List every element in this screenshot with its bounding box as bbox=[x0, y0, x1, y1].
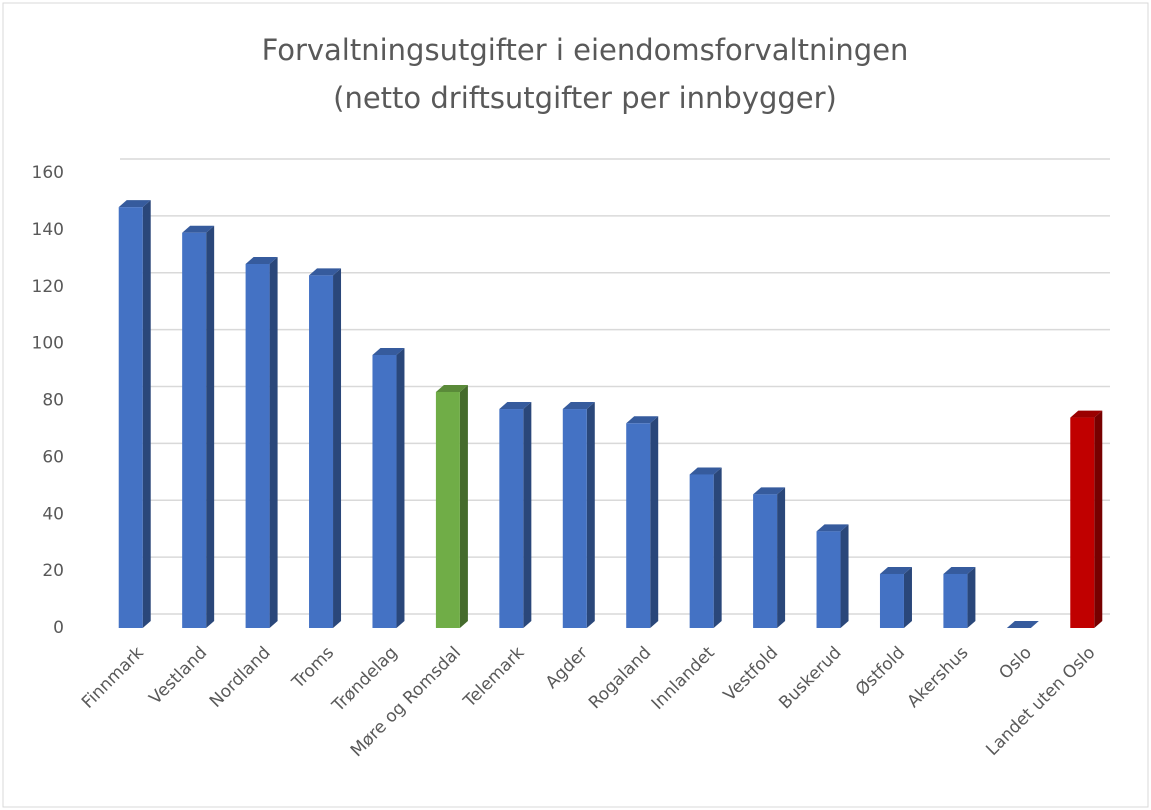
bar-side bbox=[1094, 410, 1103, 628]
bar bbox=[309, 275, 334, 628]
bar bbox=[435, 391, 460, 628]
bar-top bbox=[816, 524, 849, 532]
bar-top bbox=[879, 566, 912, 574]
bar bbox=[118, 207, 143, 628]
bar-top bbox=[689, 467, 722, 475]
bar bbox=[626, 423, 651, 628]
bar-top bbox=[1070, 410, 1103, 418]
bar-top bbox=[182, 225, 215, 233]
bar-top bbox=[1006, 621, 1039, 628]
y-tick-label: 0 bbox=[53, 618, 64, 638]
bar-top bbox=[562, 402, 595, 410]
bar-side bbox=[206, 225, 215, 628]
bar-side bbox=[840, 524, 849, 628]
bar-side bbox=[523, 402, 532, 628]
bar bbox=[245, 264, 270, 628]
bar bbox=[562, 409, 587, 628]
bar-top bbox=[753, 487, 786, 495]
bar-top bbox=[118, 200, 151, 208]
y-tick-label: 100 bbox=[32, 334, 64, 354]
chart-title: Forvaltningsutgifter i eiendomsforvaltni… bbox=[262, 33, 909, 67]
bar-side bbox=[396, 348, 405, 628]
bar bbox=[816, 531, 841, 628]
bar-side bbox=[777, 487, 786, 628]
bar-side bbox=[903, 566, 912, 628]
bar-side bbox=[713, 467, 722, 628]
y-tick-label: 160 bbox=[32, 163, 64, 183]
bar-top bbox=[309, 268, 342, 276]
y-tick-label: 60 bbox=[42, 447, 64, 467]
bar-top bbox=[372, 348, 405, 355]
bar-side bbox=[459, 384, 468, 628]
bar bbox=[499, 409, 524, 628]
bar bbox=[753, 494, 778, 628]
bar bbox=[182, 232, 207, 628]
bar bbox=[879, 573, 904, 628]
bar bbox=[1070, 417, 1095, 628]
bar-side bbox=[967, 566, 976, 628]
bar-side bbox=[333, 268, 342, 628]
bar-top bbox=[435, 384, 468, 392]
y-tick-label: 20 bbox=[42, 561, 64, 581]
y-tick-label: 120 bbox=[32, 277, 64, 297]
bar-top bbox=[245, 257, 278, 264]
bar-side bbox=[142, 200, 151, 628]
bar bbox=[943, 573, 968, 628]
y-tick-label: 140 bbox=[32, 220, 64, 240]
chart-subtitle: (netto driftsutgifter per innbygger) bbox=[333, 81, 837, 115]
bar-top bbox=[499, 402, 532, 410]
bar bbox=[372, 355, 397, 628]
bar-side bbox=[650, 416, 659, 628]
bar-top bbox=[626, 416, 659, 424]
bar-top bbox=[943, 566, 976, 574]
y-tick-label: 40 bbox=[42, 504, 64, 524]
bar bbox=[689, 474, 714, 628]
bar-side bbox=[586, 402, 595, 628]
y-tick-label: 80 bbox=[42, 391, 64, 411]
bar-side bbox=[269, 257, 278, 628]
